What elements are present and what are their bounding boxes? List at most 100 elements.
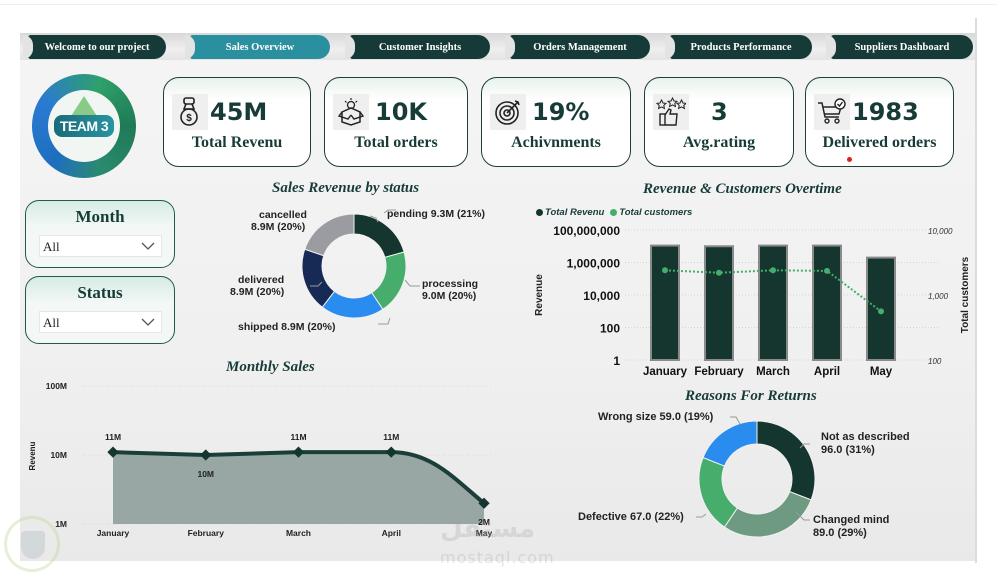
status-chart-title: Sales Revenue by status — [272, 180, 420, 196]
customers-point[interactable] — [770, 267, 776, 274]
legend-item-revenue: Total Revenu — [536, 207, 604, 218]
kpi-value: 19% — [532, 98, 590, 126]
sales-point[interactable] — [385, 446, 397, 458]
kpi-card-achievements: 19% Achivnments — [481, 77, 631, 167]
logo-inner: TEAM 3 — [48, 90, 120, 162]
tab-suppliers-dashboard[interactable]: Suppliers Dashboard — [826, 35, 973, 59]
team-logo: TEAM 3 — [32, 74, 136, 178]
changed-mind-value: 89.0 (29%) — [813, 527, 867, 539]
defective-label: Defective 67.0 (22%) — [578, 511, 684, 523]
shipped-label: shipped 8.9M (20%) — [238, 321, 336, 333]
not-described-value: 96.0 (31%) — [821, 444, 875, 456]
customers-point[interactable] — [824, 267, 830, 274]
tab-welcome[interactable]: Welcome to our project — [23, 35, 166, 59]
processing-label: processing — [422, 278, 479, 290]
kpi-label: Total orders — [354, 134, 438, 151]
x-tick-label: February — [188, 528, 225, 538]
kpi-value: 45M — [210, 98, 268, 126]
data-label: 11M — [290, 432, 306, 442]
tab-sales-overview[interactable]: Sales Overview — [185, 35, 330, 59]
y-tick-label: 1 — [613, 354, 620, 368]
not-described-label: Not as described — [821, 431, 910, 443]
legend-dot-customers — [610, 209, 618, 216]
donut-slice-cancelled[interactable] — [304, 213, 355, 257]
revenue-bar[interactable] — [704, 245, 734, 361]
svg-text:$: $ — [186, 113, 192, 124]
status-dropdown[interactable]: All — [39, 311, 162, 333]
y-tick-label: 10,000 — [583, 289, 620, 303]
chevron-down-icon — [141, 242, 155, 250]
monthly-sales-title: Monthly Sales — [226, 359, 315, 375]
kpi-card-total-orders: 10K Total orders — [324, 77, 468, 167]
revenue-bar[interactable] — [812, 244, 842, 361]
x-tick-label: May — [476, 528, 493, 538]
status-donut-chart — [301, 213, 407, 319]
customers-point[interactable] — [878, 308, 884, 315]
cart-check-icon — [814, 94, 850, 130]
logo-text: TEAM 3 — [53, 115, 115, 137]
month-dropdown[interactable]: All — [39, 235, 162, 257]
donut-slice-wrong-size[interactable] — [702, 420, 758, 467]
tab-customer-insights[interactable]: Customer Insights — [345, 35, 490, 59]
data-label: 2M — [478, 517, 490, 527]
status-slicer-title: Status — [77, 283, 123, 302]
revenue-customers-legend: Total Revenu Total customers — [536, 207, 692, 218]
x-tick-label: January — [643, 366, 688, 378]
legend-label: Total Revenu — [545, 207, 605, 218]
tab-products-performance[interactable]: Products Performance — [665, 35, 812, 59]
status-dropdown-value: All — [43, 315, 60, 330]
wrong-size-label: Wrong size 59.0 (19%) — [598, 411, 714, 423]
sales-point[interactable] — [478, 497, 490, 509]
y-tick-label: 1,000,000 — [567, 257, 621, 271]
kpi-card-avg-rating: 3 Avg.rating — [644, 77, 794, 167]
nav-bar: Welcome to our project Sales Overview Cu… — [20, 33, 975, 60]
x-tick-label: April — [382, 528, 401, 538]
watermark-text: mostaql.com — [440, 548, 555, 567]
sales-point[interactable] — [292, 446, 305, 458]
watermark-shield-logo — [4, 516, 60, 572]
status-leader-lines — [310, 209, 420, 325]
kpi-label: Avg.rating — [682, 134, 756, 151]
kpi-label: Delivered orders — [822, 134, 937, 151]
sales-line — [112, 450, 486, 505]
y2-tick-label: 1,000 — [928, 292, 949, 301]
x-tick-label: May — [870, 366, 893, 378]
delivered-value: 8.9M (20%) — [230, 286, 285, 298]
cancelled-label: cancelled — [259, 209, 307, 221]
returns-chart-title: Reasons For Returns — [685, 388, 817, 404]
sales-area — [113, 452, 484, 524]
y2-tick-label: 10,000 — [928, 227, 953, 236]
revenue-bar[interactable] — [650, 244, 680, 361]
y-axis-label: Revenue — [534, 274, 545, 316]
data-label: 11M — [105, 432, 121, 442]
month-slicer: Month All — [25, 200, 175, 268]
kpi-card-delivered-orders: 1983 Delivered orders — [805, 77, 954, 167]
y-tick-label: 100 — [600, 322, 620, 336]
revenue-customers-chart: 1 100 10,000 1,000,000 100,000,000 100 1,000 10… — [534, 224, 971, 378]
customers-point[interactable] — [662, 267, 668, 274]
kpi-value: 10K — [375, 98, 427, 126]
month-slicer-title: Month — [75, 207, 125, 226]
data-label: 10M — [197, 469, 214, 479]
legend-label: Total customers — [619, 207, 693, 218]
money-bag-icon: $ — [172, 94, 208, 130]
data-label: 11M — [383, 432, 399, 442]
sales-point[interactable] — [107, 446, 119, 458]
y-axis-label: Revenu — [28, 441, 37, 470]
customers-point[interactable] — [716, 269, 722, 276]
right-edge-divider — [975, 18, 977, 563]
x-tick-label: March — [286, 528, 311, 538]
returns-leader-lines — [696, 416, 810, 521]
kpi-card-total-revenue: $ 45M Total Revenu — [163, 77, 311, 167]
y-tick-label: 100,000,000 — [553, 224, 620, 238]
top-divider — [0, 4, 997, 5]
kpi-value: 3 — [711, 98, 728, 126]
pending-label: pending 9.3M (21%) — [387, 208, 486, 220]
x-tick-label: March — [756, 366, 790, 378]
y-tick-label: 100M — [46, 381, 67, 391]
kpi-value: 1983 — [852, 98, 919, 126]
tab-orders-management[interactable]: Orders Management — [505, 35, 650, 59]
legend-item-customers: Total customers — [610, 207, 692, 218]
revenue-bar[interactable] — [758, 244, 788, 361]
cancelled-value: 8.9M (20%) — [251, 221, 306, 233]
